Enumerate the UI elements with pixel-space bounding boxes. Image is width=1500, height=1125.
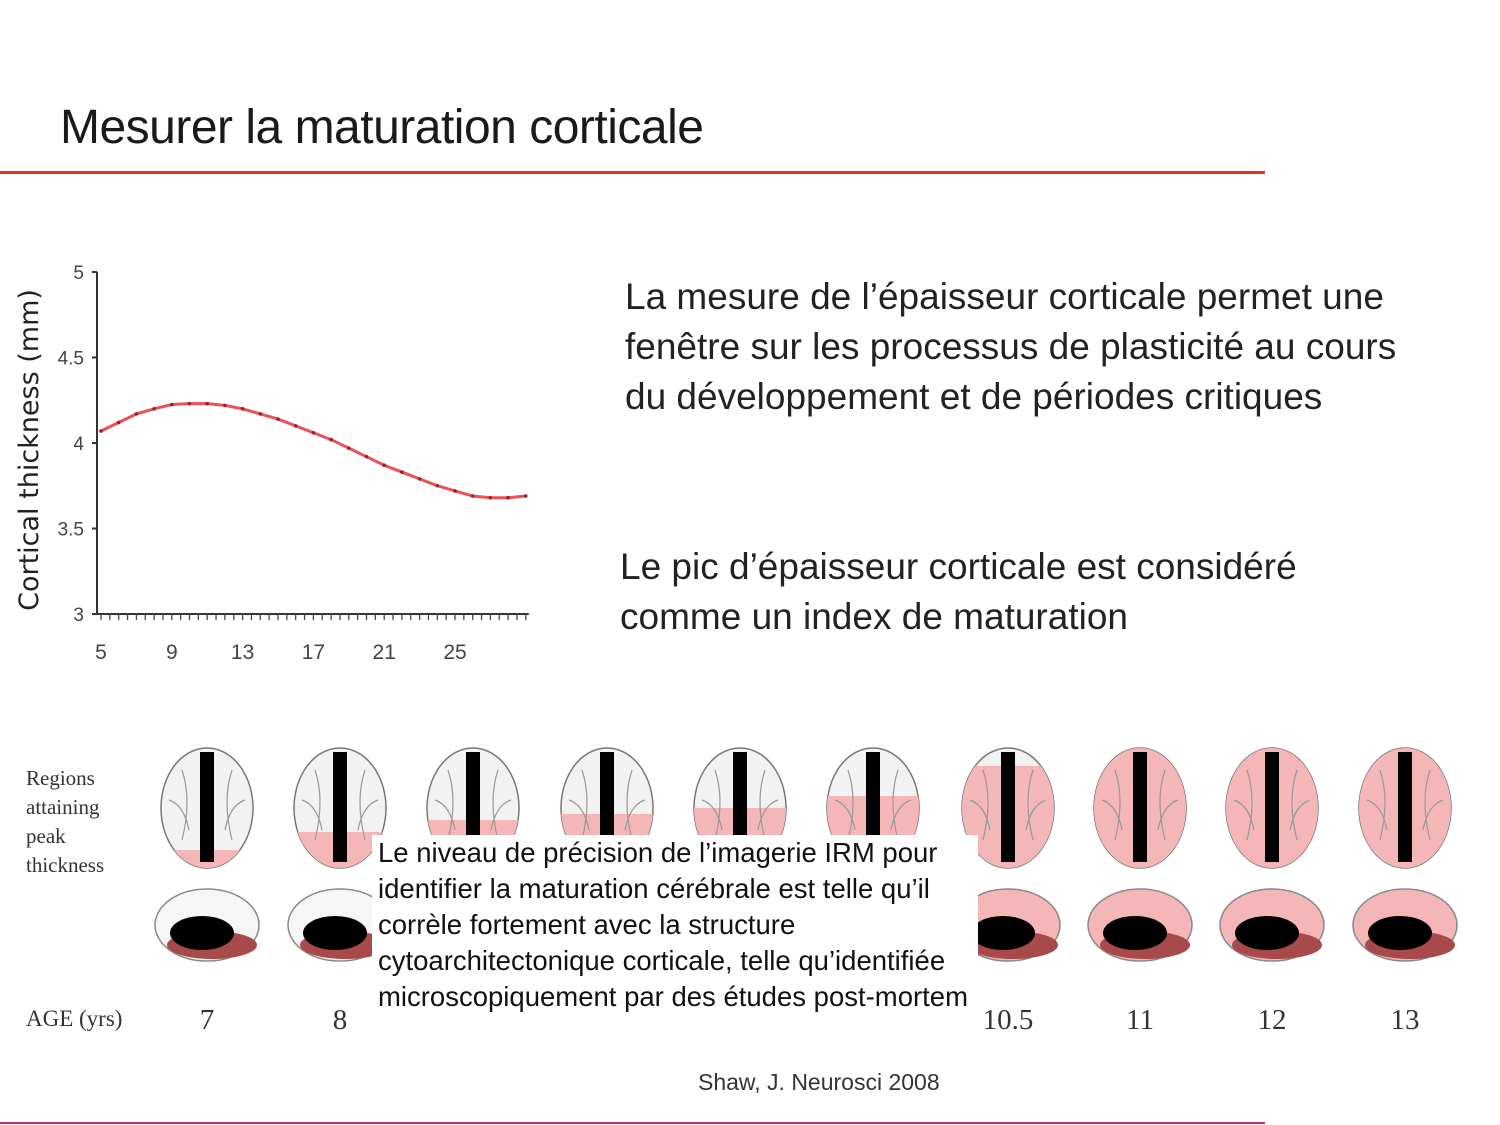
brain-top-view [293,747,387,869]
brain-sulci [301,769,379,841]
age-label: 10.5 [982,1004,1034,1036]
age-label: 7 [199,1004,215,1036]
paragraph-peak-index: Le pic d’épaisseur corticale est considé… [620,546,1297,637]
data-point [99,429,103,433]
midline [733,752,747,862]
footer-divider [0,1122,1265,1124]
midline [1001,752,1015,862]
x-tick-label: 17 [302,641,325,664]
data-point [470,494,475,498]
age-label: 12 [1257,1004,1287,1036]
data-point [435,483,440,488]
series-line [100,402,526,500]
brain-sulci [434,769,512,841]
midline [866,752,880,862]
brain-sulci [568,769,646,841]
brain-sulci [168,769,246,841]
midline [1133,752,1147,862]
midline [1398,752,1412,862]
x-tick-label: 5 [95,641,107,664]
brain-sulci [701,769,779,841]
y-tick-label: 4 [73,434,84,455]
data-point [488,495,493,500]
x-tick-label: 25 [443,641,466,664]
brain-sulci [1101,769,1179,841]
data-point [205,401,209,406]
corpus-callosum [170,916,234,950]
y-tick-label: 3.5 [58,520,84,541]
midline [600,752,614,862]
y-axis-label: Cortical thickness (mm) [14,289,45,611]
corpus-callosum [1368,916,1432,950]
data-point [329,437,333,442]
age-label: 8 [332,1004,348,1036]
data-point [240,407,245,411]
midline [1265,752,1279,862]
brain-top-view [1093,747,1187,869]
y-tick-label: 5 [73,263,84,284]
brain-sulci [1233,769,1311,841]
data-point [223,403,227,408]
data-point [276,417,280,421]
data-point [152,407,156,411]
data-point [258,412,263,416]
overlay-text-box: Le niveau de précision de l’imagerie IRM… [372,835,978,1050]
brain-medial-view [1352,888,1458,962]
brain-medial-view [1087,888,1193,962]
data-point [170,402,174,407]
midline [333,752,347,862]
brain-medial-view [154,888,260,962]
data-point [134,412,139,416]
data-point [417,477,422,481]
brain-sulci [834,769,912,841]
data-point [311,430,316,435]
x-tick-label: 9 [166,641,178,664]
x-tick-label: 13 [231,641,254,664]
data-point [116,420,121,425]
cortical-thickness-chart: Cortical thickness (mm) 3 3.5 4 4.5 5 5 9 13 17 2… [14,263,529,664]
corpus-callosum [303,916,367,950]
corpus-callosum [1103,916,1167,950]
brain-sulci [1366,769,1444,841]
data-point [382,463,387,468]
data-point [524,494,528,498]
corpus-callosum [1235,916,1299,950]
y-tick-label: 4.5 [58,349,84,370]
brain-medial-view [1219,888,1325,962]
age-label: 13 [1390,1004,1420,1036]
citation: Shaw, J. Neurosci 2008 [698,1069,940,1095]
data-point [453,489,457,493]
data-point [347,446,351,450]
age-axis-label: AGE (yrs) [26,1006,123,1031]
age-label: 11 [1126,1004,1154,1036]
data-point [187,401,192,406]
data-point [400,470,404,474]
brain-medial-view [955,888,1061,962]
brain-top-view [1225,747,1319,869]
y-tick-label: 3 [73,605,84,626]
midline [200,752,214,862]
brain-top-view [160,747,254,869]
slide-title: Mesurer la maturation corticale [60,101,704,154]
title-divider [0,171,1265,174]
data-point [364,454,369,459]
brain-medial-view [287,888,393,962]
paragraph-cortical-thickness: La mesure de l’épaisseur corticale perme… [625,276,1397,417]
brain-sulci [969,769,1047,841]
data-point [506,495,510,500]
data-point [293,424,298,428]
x-tick-label: 21 [373,641,396,664]
brain-top-view [1358,747,1452,869]
row-label-regions: Regions attaining peak thickness [26,766,105,877]
corpus-callosum [971,916,1035,950]
midline [466,752,480,862]
